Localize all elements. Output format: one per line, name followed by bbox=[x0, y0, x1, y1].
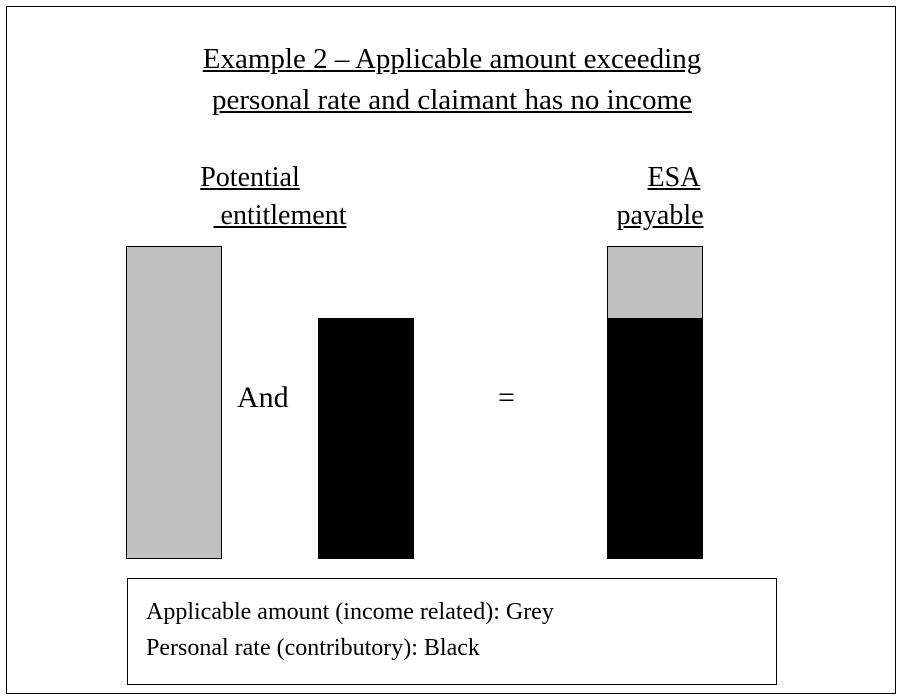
diagram-frame bbox=[6, 6, 896, 694]
legend-box: Applicable amount (income related): Grey… bbox=[127, 578, 777, 685]
esa-payable-heading-line-1: ESA bbox=[647, 162, 701, 193]
esa-payable-applicable-amount-top-up bbox=[607, 246, 703, 319]
diagram-title-line-1: Example 2 – Applicable amount exceeding bbox=[202, 43, 702, 75]
equals-sign: = bbox=[498, 381, 515, 414]
legend-applicable-amount: Applicable amount (income related): Grey bbox=[146, 599, 554, 625]
applicable-amount-bar bbox=[126, 246, 222, 559]
and-label: And bbox=[237, 381, 289, 414]
esa-payable-personal-rate-portion bbox=[607, 318, 703, 559]
potential-entitlement-heading-line-2: entitlement bbox=[213, 200, 347, 231]
esa-payable-heading-line-2: payable bbox=[616, 200, 704, 231]
diagram-title-line-2: personal rate and claimant has no income bbox=[212, 84, 692, 116]
potential-entitlement-heading-line-1: Potential bbox=[200, 162, 300, 193]
legend-personal-rate: Personal rate (contributory): Black bbox=[146, 635, 480, 661]
personal-rate-bar bbox=[318, 318, 414, 559]
